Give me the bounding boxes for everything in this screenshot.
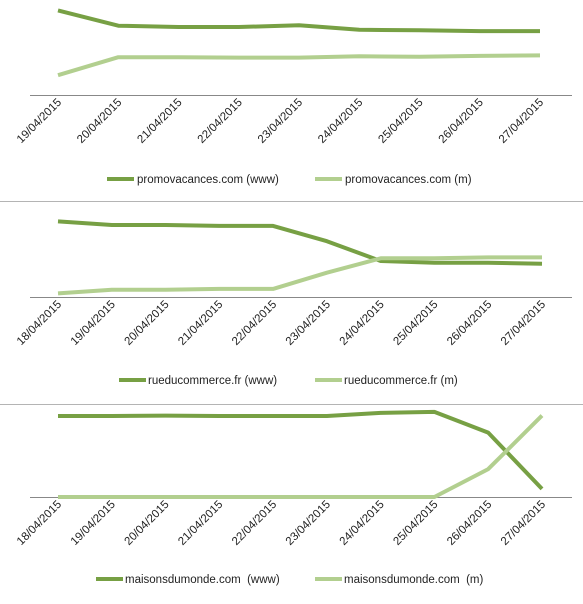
series-line-www	[57, 8, 540, 34]
x-tick-label: 20/04/2015	[122, 299, 171, 348]
x-tick-label: 21/04/2015	[176, 499, 225, 548]
x-tick-label: 27/04/2015	[499, 299, 548, 348]
series-line-m	[57, 53, 541, 78]
x-tick-label: 26/04/2015	[445, 499, 494, 548]
series-line-www	[57, 219, 543, 266]
x-tick-label: 27/04/2015	[497, 97, 546, 146]
legend-label-www: rueducommerce.fr (www)	[148, 375, 277, 387]
x-tick-label: 18/04/2015	[15, 299, 64, 348]
x-tick-label: 27/04/2015	[499, 499, 548, 548]
x-tick-label: 24/04/2015	[338, 499, 387, 548]
x-tick-label: 20/04/2015	[122, 499, 171, 548]
chart-panel-2: 18/04/2015 19/04/2015 20/04/2015 21/04/2015…	[15, 219, 572, 387]
x-tick-label: 24/04/2015	[338, 299, 387, 348]
x-tick-label: 25/04/2015	[391, 299, 440, 348]
x-tick-label: 22/04/2015	[230, 299, 279, 348]
x-tick-label: 21/04/2015	[176, 299, 225, 348]
x-tick-label: 24/04/2015	[316, 97, 365, 146]
x-tick-label: 23/04/2015	[284, 299, 333, 348]
legend-label-www: promovacances.com (www)	[137, 174, 279, 186]
x-tick-label: 19/04/2015	[69, 299, 118, 348]
series-line-m	[57, 255, 542, 296]
x-tick-label: 20/04/2015	[75, 97, 124, 146]
x-tick-label: 23/04/2015	[284, 499, 333, 548]
legend-label-www: maisonsdumonde.com (www)	[125, 574, 280, 586]
x-tick-label: 25/04/2015	[376, 97, 425, 146]
legend-label-m: rueducommerce.fr (m)	[344, 375, 458, 387]
legend-label-m: maisonsdumonde.com (m)	[344, 574, 483, 586]
x-tick-label: 26/04/2015	[437, 97, 486, 146]
x-tick-label: 19/04/2015	[69, 499, 118, 548]
x-tick-label: 18/04/2015	[15, 499, 64, 548]
x-tick-label: 23/04/2015	[256, 97, 305, 146]
x-tick-label: 22/04/2015	[196, 97, 245, 146]
x-tick-label: 22/04/2015	[230, 499, 279, 548]
chart-panel-3: 18/04/2015 19/04/2015 20/04/2015 21/04/2015…	[15, 409, 572, 586]
series-line-www	[58, 409, 544, 491]
chart-panel-1: 19/04/2015 20/04/2015 21/04/2015 22/04/2015…	[15, 8, 572, 186]
x-tick-label: 19/04/2015	[15, 97, 64, 146]
x-tick-label: 25/04/2015	[391, 499, 440, 548]
x-tick-label: 21/04/2015	[135, 97, 184, 146]
series-line-m	[58, 414, 544, 499]
legend-label-m: promovacances.com (m)	[345, 174, 472, 186]
x-tick-label: 26/04/2015	[445, 299, 494, 348]
